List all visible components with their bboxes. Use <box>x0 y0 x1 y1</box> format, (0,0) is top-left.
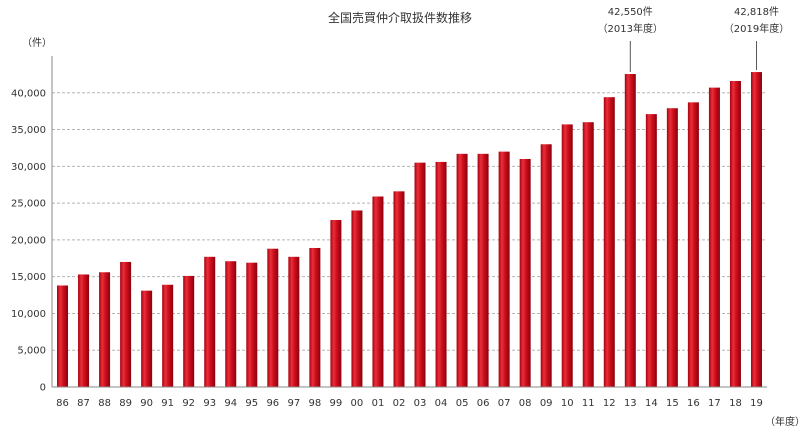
x-tick-label: 95 <box>245 398 258 409</box>
x-tick-label: 02 <box>393 398 406 409</box>
x-tick-label: 99 <box>330 398 343 409</box>
y-axis-unit-label: （件） <box>22 38 52 49</box>
x-tick-label: 94 <box>224 398 237 409</box>
y-tick-label: 35,000 <box>11 125 46 136</box>
bar-99 <box>330 220 342 387</box>
bar-90 <box>141 290 153 387</box>
bar-12 <box>603 97 615 388</box>
x-tick-label: 04 <box>435 398 448 409</box>
x-tick-label: 97 <box>287 398 300 409</box>
bar-13 <box>624 74 636 387</box>
annotation-2013: 42,550件 （2013年度） <box>590 4 670 38</box>
x-tick-label: 07 <box>498 398 511 409</box>
y-tick-label: 30,000 <box>11 162 46 173</box>
x-tick-label: 11 <box>582 398 595 409</box>
y-tick-label: 10,000 <box>11 309 46 320</box>
bar-11 <box>582 122 594 387</box>
x-tick-label: 88 <box>98 398 111 409</box>
x-tick-label: 93 <box>203 398 216 409</box>
x-tick-label: 90 <box>140 398 153 409</box>
x-tick-label: 87 <box>77 398 90 409</box>
annotation-2019-value: 42,818件 <box>733 7 779 18</box>
chart-title: 全国売買仲介取扱件数推移 <box>327 11 472 25</box>
bar-10 <box>561 124 573 387</box>
bar-16 <box>687 102 699 387</box>
bar-01 <box>372 196 384 387</box>
bar-88 <box>99 272 111 387</box>
bar-94 <box>225 261 237 387</box>
x-tick-label: 05 <box>456 398 469 409</box>
x-tick-label: 19 <box>750 398 763 409</box>
x-tick-label: 10 <box>561 398 574 409</box>
x-tick-label: 08 <box>519 398 532 409</box>
bar-87 <box>78 274 90 387</box>
x-tick-label: 89 <box>119 398 132 409</box>
bar-97 <box>288 256 300 387</box>
bar-95 <box>246 262 258 387</box>
x-tick-label: 00 <box>351 398 364 409</box>
bar-91 <box>162 284 174 387</box>
x-tick-label: 96 <box>266 398 279 409</box>
bar-08 <box>519 158 531 387</box>
bar-05 <box>456 153 468 387</box>
x-tick-label: 06 <box>477 398 490 409</box>
y-tick-label: 5,000 <box>17 346 46 357</box>
x-tick-label: 18 <box>729 398 742 409</box>
x-tick-label: 13 <box>624 398 637 409</box>
y-tick-label: 15,000 <box>11 272 46 283</box>
bar-15 <box>666 108 678 388</box>
x-tick-label: 17 <box>708 398 721 409</box>
x-tick-label: 12 <box>603 398 616 409</box>
x-tick-label: 92 <box>182 398 195 409</box>
bar-18 <box>729 81 741 388</box>
y-tick-label: 0 <box>40 383 46 394</box>
x-axis-unit-label: （年度） <box>765 417 800 428</box>
bar-89 <box>120 261 132 387</box>
bar-07 <box>498 151 510 387</box>
annotation-2013-year: （2013年度） <box>597 24 664 35</box>
y-tick-label: 40,000 <box>11 88 46 99</box>
bar-03 <box>414 162 426 387</box>
y-tick-label: 25,000 <box>11 199 46 210</box>
y-tick-label: 20,000 <box>11 235 46 246</box>
bar-02 <box>393 191 405 387</box>
bar-98 <box>309 247 321 387</box>
bar-00 <box>351 210 363 387</box>
annotation-2013-value: 42,550件 <box>607 7 653 18</box>
bar-93 <box>204 256 216 387</box>
bar-06 <box>477 153 489 387</box>
x-tick-label: 91 <box>161 398 174 409</box>
bar-09 <box>540 144 552 387</box>
bar-92 <box>183 275 195 387</box>
annotation-2019-year: （2019年度） <box>723 24 790 35</box>
bar-96 <box>267 248 279 387</box>
bar-14 <box>645 114 657 387</box>
x-tick-label: 15 <box>666 398 679 409</box>
bar-86 <box>57 285 69 387</box>
x-tick-label: 16 <box>687 398 700 409</box>
x-tick-label: 14 <box>645 398 658 409</box>
x-tick-label: 98 <box>309 398 322 409</box>
x-tick-label: 09 <box>540 398 553 409</box>
annotation-2019: 42,818件 （2019年度） <box>716 4 796 38</box>
x-tick-label: 01 <box>372 398 385 409</box>
bar-04 <box>435 161 447 387</box>
x-tick-label: 86 <box>56 398 69 409</box>
x-tick-label: 03 <box>414 398 427 409</box>
bar-19 <box>750 72 762 388</box>
bar-17 <box>708 87 720 387</box>
